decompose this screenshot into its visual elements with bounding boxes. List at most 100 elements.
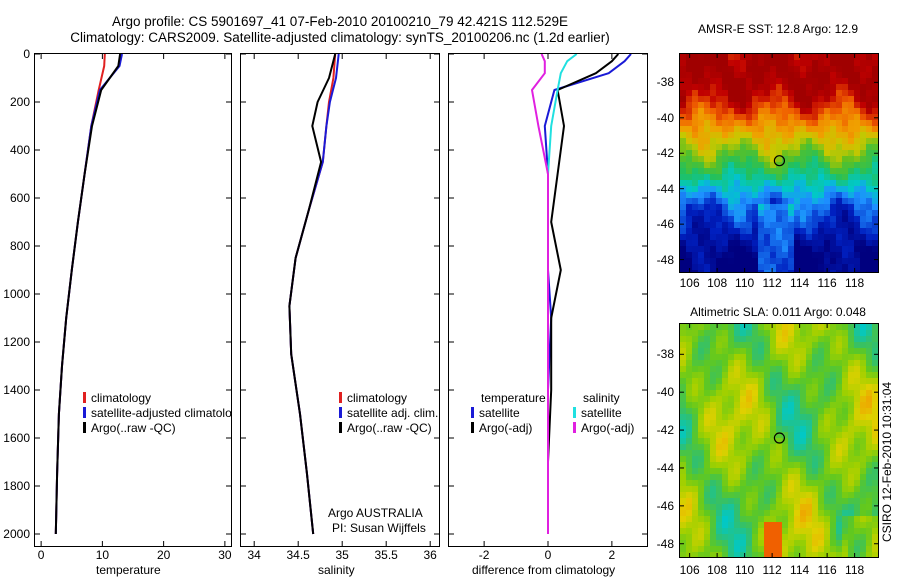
heatmap-cell [728,132,735,139]
heatmap-cell [872,474,878,481]
heatmap-cell [842,240,849,247]
heatmap-cell [680,180,687,187]
heatmap-cell [806,534,813,541]
heatmap-cell [716,510,723,517]
heatmap-cell [860,510,867,517]
heatmap-cell [728,546,735,553]
heatmap-cell [776,396,783,403]
heatmap-cell [686,210,693,217]
heatmap-cell [770,438,777,445]
heatmap-cell [716,96,723,103]
heatmap-cell [716,264,723,271]
heatmap-cell [680,90,687,97]
heatmap-cell [722,330,729,337]
heatmap-cell [866,234,873,241]
heatmap-cell [806,522,813,529]
heatmap-cell [788,456,795,463]
heatmap-cell [686,186,693,193]
heatmap-cell [716,60,723,67]
heatmap-cell [704,192,711,199]
heatmap-cell [848,90,855,97]
heatmap-cell [794,240,801,247]
heatmap-cell [842,528,849,535]
heatmap-cell [806,360,813,367]
heatmap-cell [722,150,729,157]
heatmap-cell [860,372,867,379]
salinity-panel: climatology satellite adj. clim. Argo(..… [240,53,440,547]
heatmap-cell [806,420,813,427]
heatmap-cell [752,522,759,529]
heatmap-cell [788,402,795,409]
heatmap-cell [824,60,831,67]
lon-tick-label: 114 [790,276,810,290]
heatmap-cell [692,90,699,97]
heatmap-cell [848,384,855,391]
heatmap-cell [764,186,771,193]
heatmap-cell [818,438,825,445]
heatmap-cell [782,366,789,373]
heatmap-cell [770,192,777,199]
lat-tick-label: -48 [656,252,674,267]
heatmap-cell [722,240,729,247]
heatmap-cell [794,348,801,355]
heatmap-cell [758,120,765,127]
temperature-xlabel: temperature [96,563,161,577]
heatmap-cell [710,414,717,421]
heatmap-cell [860,402,867,409]
heatmap-cell [704,84,711,91]
heatmap-cell [860,162,867,169]
heatmap-cell [752,180,759,187]
heatmap-cell [758,462,765,469]
heatmap-cell [824,258,831,265]
heatmap-cell [704,372,711,379]
salinity-legend: climatology satellite adj. clim. Argo(..… [339,391,438,436]
heatmap-cell [818,192,825,199]
heatmap-cell [710,204,717,211]
heatmap-cell [728,252,735,259]
heatmap-cell [818,198,825,205]
heatmap-cell [740,546,747,553]
y-tick-label: 2000 [3,527,30,541]
heatmap-cell [818,162,825,169]
heatmap-cell [698,192,705,199]
heatmap-cell [764,348,771,355]
heatmap-cell [806,444,813,451]
heatmap-cell [710,144,717,151]
heatmap-cell [734,132,741,139]
heatmap-cell [716,162,723,169]
heatmap-cell [680,474,687,481]
heatmap-cell [680,462,687,469]
heatmap-cell [734,480,741,487]
heatmap-cell [758,540,765,547]
heatmap-cell [692,462,699,469]
heatmap-cell [854,396,861,403]
heatmap-cell [770,102,777,109]
heatmap-cell [746,402,753,409]
heatmap-cell [704,348,711,355]
heatmap-cell [734,216,741,223]
heatmap-cell [842,390,849,397]
heatmap-cell [854,432,861,439]
heatmap-cell [872,522,878,529]
heatmap-cell [722,408,729,415]
heatmap-cell [734,420,741,427]
x-tick-label: -2 [478,548,490,562]
series-line [288,54,337,535]
heatmap-cell [686,492,693,499]
heatmap-cell [866,108,873,115]
heatmap-cell [680,210,687,217]
heatmap-cell [722,342,729,349]
legend-label: satellite-adjusted climatology [91,406,232,420]
heatmap-cell [794,408,801,415]
heatmap-cell [854,438,861,445]
heatmap-cell [848,456,855,463]
heatmap-cell [800,474,807,481]
heatmap-cell [758,210,765,217]
heatmap-cell [686,474,693,481]
heatmap-cell [836,414,843,421]
lat-tick-label: -44 [656,181,674,196]
heatmap-cell [716,150,723,157]
heatmap-cell [752,480,759,487]
heatmap-cell [752,510,759,517]
heatmap-cell [800,216,807,223]
